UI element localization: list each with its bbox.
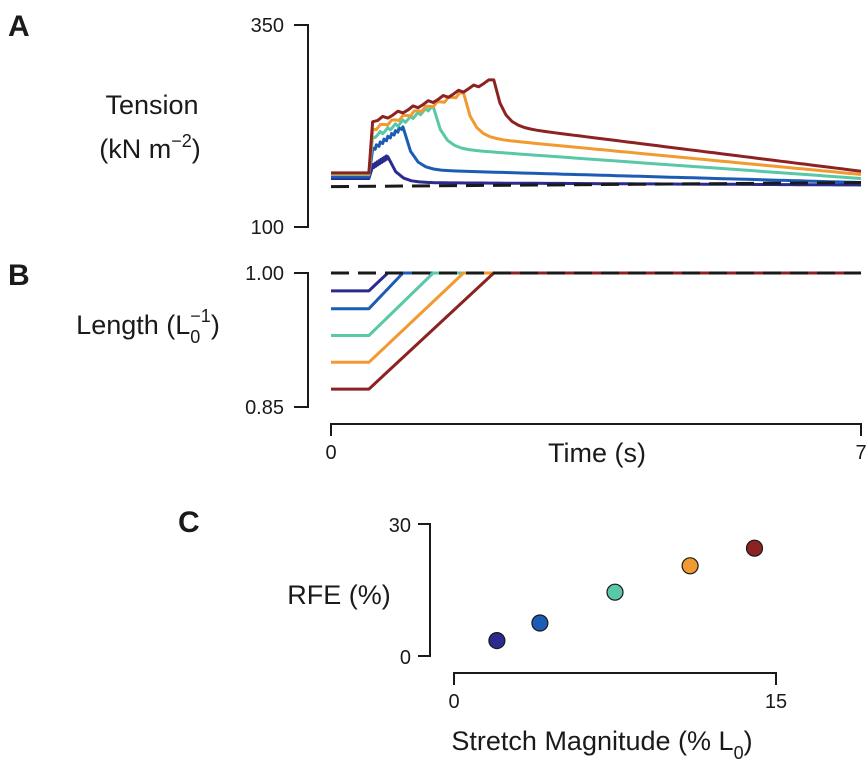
chart-c-xlabel: Stretch Magnitude (% L0): [451, 726, 752, 763]
time-axis-tick-label-start: 0: [325, 442, 336, 464]
panel-label-c: C: [178, 506, 200, 539]
rfe-point-5: [745, 539, 764, 557]
length-trace-1: [331, 271, 861, 293]
rfe-point-4: [681, 557, 699, 575]
length-trace-5: [331, 271, 861, 391]
chart-b: 1.00 0.85 Length (L0−1) 0 7 Time (s): [76, 263, 866, 468]
tension-trace-2: [331, 125, 862, 185]
tension-trace-4: [331, 91, 862, 176]
chart-c-xlabel-end: ): [744, 726, 753, 756]
chart-a-ylabel-line2: (kN m−2): [99, 131, 201, 164]
chart-b-ylabel-sub: 0: [190, 327, 200, 347]
chart-c-xlabel-main: Stretch Magnitude (% L: [451, 726, 733, 756]
chart-a-series: [330, 78, 862, 189]
chart-a: 350 100 Tension (kN m−2): [99, 15, 862, 239]
panel-label-a: A: [8, 10, 30, 43]
chart-a-ylabel-main: (kN m: [99, 134, 171, 164]
chart-c-ylabel: RFE (%): [287, 580, 391, 610]
chart-b-ylabel-end: ): [211, 310, 220, 340]
chart-b-ylabel-sup: −1: [190, 306, 211, 326]
tension-reference-trace: [330, 181, 862, 189]
chart-c: 30 0 RFE (%) 0 15 Stretch Magnitude (% L…: [287, 515, 787, 763]
chart-a-ytick-label-bottom: 100: [251, 217, 284, 239]
chart-a-ytick-label-top: 350: [251, 15, 284, 37]
chart-b-ytick-label-top: 1.00: [245, 263, 284, 285]
length-trace-3: [331, 271, 861, 337]
chart-b-ytick-label-bottom: 0.85: [245, 397, 284, 419]
chart-c-xtick-label-start: 0: [448, 691, 459, 713]
tension-trace-3: [331, 105, 862, 180]
chart-c-xlabel-sub: 0: [734, 743, 744, 763]
chart-b-series: [331, 271, 861, 391]
time-axis-label: Time (s): [548, 438, 646, 468]
chart-a-ylabel-end: ): [192, 134, 201, 164]
time-axis-tick-label-end: 7: [855, 442, 866, 464]
length-trace-2: [331, 271, 861, 311]
chart-c-points: [488, 539, 764, 650]
chart-c-ytick-label-top: 30: [389, 515, 411, 537]
chart-c-ytick-label-bottom: 0: [400, 647, 411, 669]
chart-a-ylabel-sup: −2: [171, 131, 192, 151]
chart-a-ylabel-line1: Tension: [105, 90, 198, 120]
rfe-point-3: [606, 583, 624, 601]
rfe-point-2: [531, 614, 549, 632]
chart-b-ylabel: Length (L0−1): [76, 306, 220, 347]
chart-c-xtick-label-end: 15: [765, 691, 787, 713]
tension-trace-5: [331, 78, 862, 175]
chart-b-ylabel-main: Length (L: [76, 310, 190, 340]
rfe-point-1: [488, 631, 506, 650]
panel-label-b: B: [8, 259, 30, 292]
